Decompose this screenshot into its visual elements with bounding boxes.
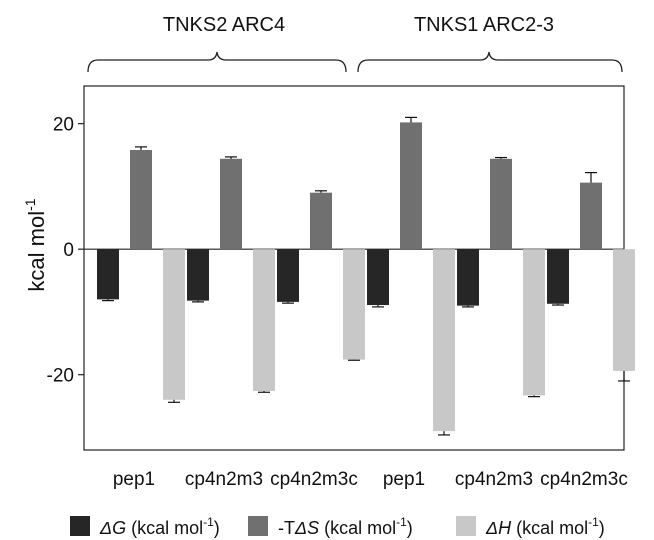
legend-label: -TΔS (kcal mol-1) [278, 515, 413, 538]
group-label-tnks2-arc4: TNKS2 ARC4 [163, 14, 285, 36]
plot-area [83, 85, 635, 451]
bar [367, 249, 389, 306]
legend-item: -TΔS (kcal mol-1) [248, 515, 413, 538]
bar [547, 249, 569, 304]
legend: ΔG (kcal mol-1) -TΔS (kcal mol-1) ΔH (kcal… [70, 515, 605, 538]
group-label-tnks1-arc2-3: TNKS1 ARC2-3 [414, 14, 554, 36]
x-tick-label: pep1 [113, 469, 155, 490]
x-tick-label: cp4n2m3c [270, 469, 358, 490]
x-tick-label: cp4n2m3 [455, 469, 533, 490]
legend-swatch [70, 516, 90, 536]
bar [163, 249, 185, 400]
y-axis: 20 0 -20 [47, 115, 84, 387]
bar [457, 249, 479, 306]
y-tick-label: -20 [47, 366, 74, 387]
bar [433, 249, 455, 432]
bar [310, 192, 332, 250]
bar [613, 249, 635, 371]
bar [97, 249, 119, 300]
x-tick-label: cp4n2m3 [185, 469, 263, 490]
bar [400, 122, 422, 250]
x-axis-categories: pep1 cp4n2m3 cp4n2m3c pep1 cp4n2m3 cp4n2m3c [113, 469, 628, 490]
bar [253, 249, 275, 392]
bar [580, 182, 602, 250]
bar [187, 249, 209, 301]
bar [130, 150, 152, 250]
legend-label: ΔG (kcal mol-1) [99, 515, 220, 538]
group-bracket-tnks2 [87, 51, 347, 73]
y-axis-title: kcal mol-1 [22, 198, 49, 291]
x-tick-label: cp4n2m3c [540, 469, 628, 490]
group-bracket-tnks1 [357, 51, 623, 73]
bar [343, 249, 365, 360]
legend-swatch [456, 516, 476, 536]
bar [490, 158, 512, 250]
bar [523, 249, 545, 396]
bar [277, 249, 299, 302]
legend-item: ΔH (kcal mol-1) [456, 515, 605, 538]
y-tick-label: 20 [53, 115, 74, 136]
x-tick-label: pep1 [383, 469, 425, 490]
bar [220, 158, 242, 250]
legend-item: ΔG (kcal mol-1) [70, 515, 220, 538]
legend-swatch [248, 516, 268, 536]
y-tick-label: 0 [63, 240, 74, 261]
legend-label: ΔH (kcal mol-1) [485, 515, 605, 538]
